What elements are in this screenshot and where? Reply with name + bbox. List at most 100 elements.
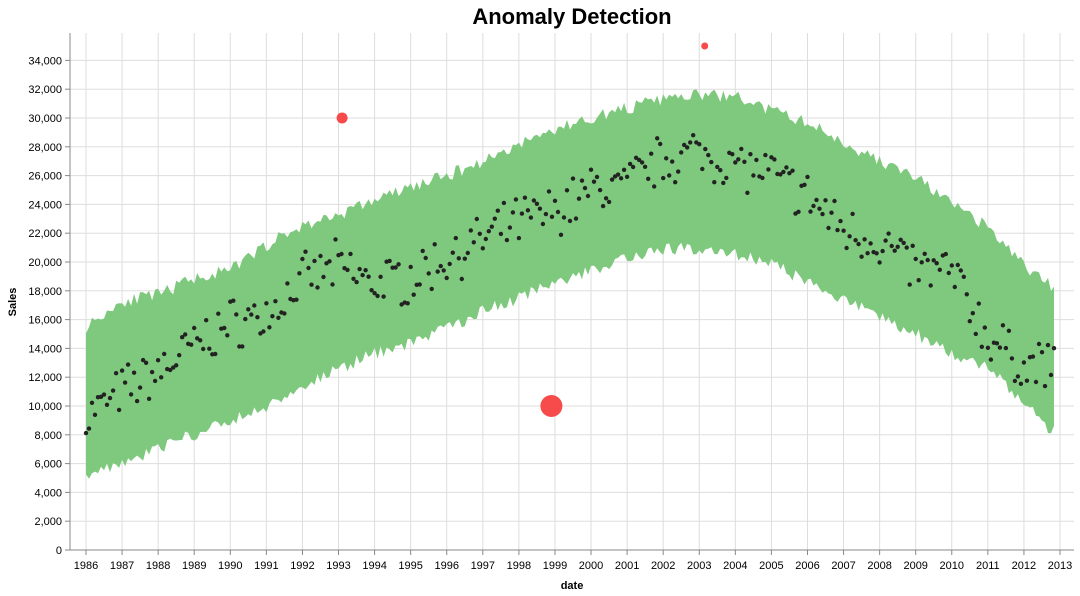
sales-point [826, 225, 831, 231]
sales-point [1012, 378, 1018, 384]
sales-point [255, 315, 260, 320]
sales-point [715, 164, 720, 170]
x-tick-label: 1995 [398, 560, 422, 572]
sales-point [152, 378, 158, 384]
sales-point [552, 198, 558, 203]
sales-point [618, 176, 624, 181]
sales-point [453, 235, 458, 241]
sales-point [543, 211, 549, 217]
sales-point [856, 241, 861, 247]
sales-point [964, 292, 969, 297]
sales-point [345, 267, 350, 273]
sales-point [859, 254, 864, 259]
sales-point [177, 353, 182, 358]
sales-point [555, 209, 561, 215]
sales-point [967, 319, 972, 324]
sales-point [649, 151, 654, 156]
sales-point [724, 175, 729, 181]
sales-point [1006, 328, 1012, 333]
sales-point [603, 196, 609, 201]
sales-point [312, 258, 317, 264]
sales-point [697, 142, 702, 147]
sales-point [772, 157, 777, 162]
sales-point [192, 325, 197, 331]
sales-point [901, 240, 906, 246]
sales-point [1051, 346, 1057, 351]
sales-point [378, 274, 383, 279]
confidence-band [86, 89, 1054, 479]
sales-point [642, 164, 648, 169]
sales-point [561, 215, 567, 220]
sales-point [570, 176, 576, 181]
sales-point [877, 260, 882, 265]
y-tick-label: 20,000 [28, 257, 62, 269]
sales-point [1039, 350, 1045, 355]
sales-point [417, 282, 422, 287]
sales-point [360, 272, 365, 278]
sales-point [576, 196, 582, 201]
sales-point [889, 243, 894, 249]
sales-point [282, 311, 287, 316]
sales-point [180, 335, 185, 340]
x-tick-label: 2011 [976, 560, 1000, 572]
sales-point [652, 184, 657, 189]
sales-point [787, 171, 792, 176]
sales-point [952, 284, 957, 290]
sales-point [86, 426, 92, 431]
sales-point [988, 357, 994, 362]
sales-point [513, 197, 519, 202]
sales-point [922, 251, 927, 256]
sales-point [898, 237, 903, 242]
sales-point [327, 259, 332, 264]
sales-point [420, 248, 425, 254]
y-tick-label: 0 [56, 545, 62, 557]
sales-point [931, 258, 936, 263]
sales-point [411, 292, 416, 297]
sales-point [222, 325, 227, 331]
sales-point [465, 250, 470, 256]
sales-point [122, 380, 128, 385]
sales-point [357, 266, 362, 272]
sales-point [309, 282, 314, 287]
sales-point [573, 216, 579, 221]
sales-point [429, 286, 434, 292]
sales-point [664, 156, 669, 161]
sales-point [492, 216, 497, 221]
x-tick-label: 1992 [290, 560, 314, 572]
y-tick-label: 12,000 [28, 372, 62, 384]
y-tick-label: 22,000 [28, 228, 62, 240]
sales-point [925, 257, 930, 263]
sales-point [844, 245, 849, 251]
sales-point [444, 275, 449, 281]
sales-point [351, 276, 356, 281]
y-tick-label: 24,000 [28, 199, 62, 211]
sales-point [1000, 323, 1006, 328]
x-tick-label: 2009 [903, 560, 927, 572]
sales-point [1018, 381, 1024, 386]
x-tick-label: 2006 [795, 560, 819, 572]
x-axis-title: date [561, 580, 584, 592]
sales-point [928, 283, 933, 288]
sales-point [252, 303, 257, 308]
sales-point [294, 297, 299, 302]
sales-point [438, 263, 443, 269]
sales-point [261, 329, 266, 334]
sales-point [189, 342, 194, 347]
sales-point [594, 174, 600, 180]
sales-point [730, 152, 735, 157]
sales-point [393, 265, 398, 270]
sales-point [480, 246, 485, 251]
y-tick-label: 6,000 [34, 459, 62, 471]
sales-point [754, 157, 759, 163]
sales-point [796, 209, 801, 214]
sales-point [567, 218, 573, 224]
sales-point [832, 198, 837, 204]
sales-point [372, 291, 377, 296]
anomaly-point [701, 42, 709, 50]
sales-point [1045, 342, 1051, 348]
sales-point [549, 214, 555, 219]
sales-point [303, 249, 308, 254]
sales-point [501, 200, 507, 206]
sales-point [961, 274, 966, 279]
sales-point [246, 307, 251, 312]
